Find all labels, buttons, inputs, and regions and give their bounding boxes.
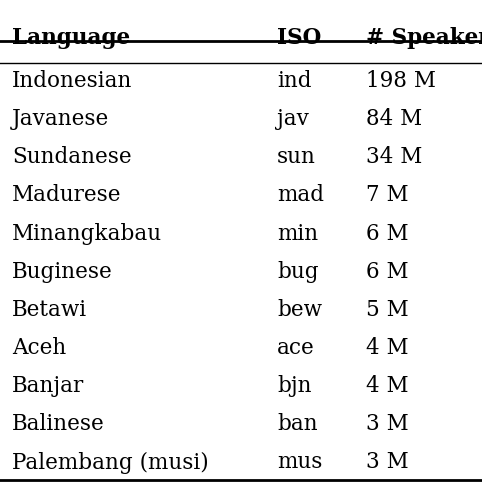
Text: jav: jav (277, 108, 309, 130)
Text: ban: ban (277, 413, 318, 435)
Text: min: min (277, 223, 318, 244)
Text: Aceh: Aceh (12, 337, 67, 359)
Text: Indonesian: Indonesian (12, 70, 133, 92)
Text: 4 M: 4 M (366, 337, 409, 359)
Text: Buginese: Buginese (12, 260, 113, 283)
Text: Banjar: Banjar (12, 375, 84, 397)
Text: ISO: ISO (277, 27, 321, 49)
Text: bew: bew (277, 299, 322, 321)
Text: Balinese: Balinese (12, 413, 105, 435)
Text: 84 M: 84 M (366, 108, 423, 130)
Text: 34 M: 34 M (366, 146, 423, 168)
Text: 5 M: 5 M (366, 299, 409, 321)
Text: 6 M: 6 M (366, 223, 409, 244)
Text: Palembang (musi): Palembang (musi) (12, 451, 209, 473)
Text: Sundanese: Sundanese (12, 146, 132, 168)
Text: Betawi: Betawi (12, 299, 87, 321)
Text: Language: Language (12, 27, 130, 49)
Text: bug: bug (277, 260, 319, 283)
Text: # Speakers: # Speakers (366, 27, 482, 49)
Text: mus: mus (277, 451, 322, 473)
Text: 3 M: 3 M (366, 451, 409, 473)
Text: Madurese: Madurese (12, 184, 121, 207)
Text: 6 M: 6 M (366, 260, 409, 283)
Text: ace: ace (277, 337, 315, 359)
Text: 7 M: 7 M (366, 184, 409, 207)
Text: sun: sun (277, 146, 316, 168)
Text: Javanese: Javanese (12, 108, 109, 130)
Text: 198 M: 198 M (366, 70, 436, 92)
Text: ind: ind (277, 70, 312, 92)
Text: Minangkabau: Minangkabau (12, 223, 162, 244)
Text: mad: mad (277, 184, 324, 207)
Text: bjn: bjn (277, 375, 312, 397)
Text: 3 M: 3 M (366, 413, 409, 435)
Text: 4 M: 4 M (366, 375, 409, 397)
